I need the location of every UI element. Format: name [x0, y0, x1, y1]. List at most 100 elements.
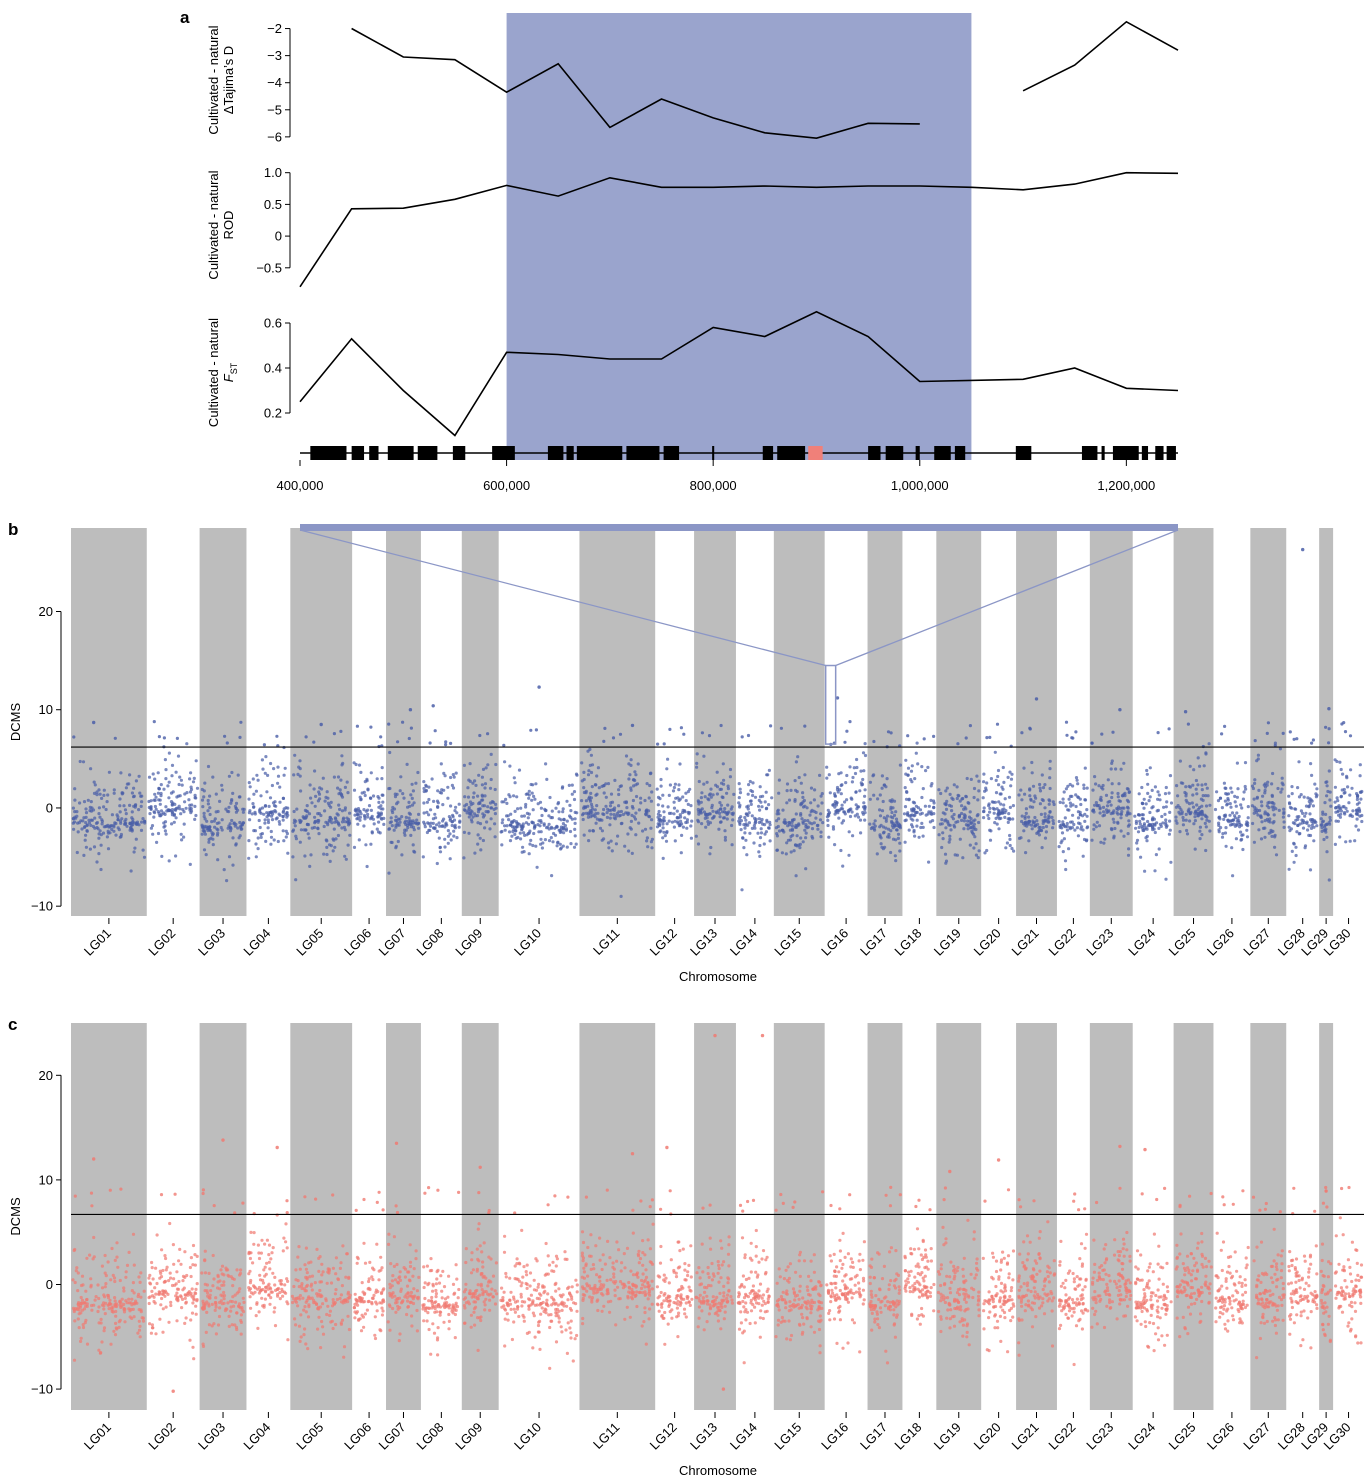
data-point: [223, 734, 227, 738]
data-point: [1325, 850, 1329, 854]
data-point: [529, 782, 533, 787]
data-point: [437, 1281, 442, 1285]
data-point: [646, 845, 650, 849]
data-point: [314, 794, 318, 799]
data-point: [274, 810, 278, 814]
data-point: [175, 795, 179, 799]
data-point: [915, 824, 919, 828]
data-point: [1168, 774, 1173, 778]
data-point: [1090, 838, 1094, 842]
gene-block: [1015, 446, 1032, 460]
data-point: [362, 1325, 366, 1329]
y-tick-label: 10: [39, 702, 53, 717]
data-point: [308, 1275, 312, 1279]
data-point: [629, 819, 634, 824]
data-point: [569, 1336, 573, 1340]
data-point: [370, 814, 374, 819]
data-point: [1204, 848, 1208, 853]
data-point: [1064, 720, 1069, 724]
data-point: [726, 803, 730, 807]
data-point: [1110, 795, 1114, 800]
data-point: [1011, 804, 1016, 808]
data-point: [95, 793, 99, 797]
data-point: [435, 1270, 439, 1274]
data-point: [589, 802, 594, 807]
data-point: [1160, 814, 1164, 819]
data-point: [512, 825, 516, 829]
data-point: [444, 1303, 448, 1307]
data-point: [973, 818, 977, 822]
data-point: [260, 1296, 264, 1300]
data-point: [630, 851, 634, 856]
data-point: [248, 785, 252, 789]
data-point: [278, 1290, 282, 1295]
data-point: [740, 735, 744, 739]
data-point: [450, 783, 454, 788]
data-point: [263, 1265, 267, 1269]
data-point: [721, 762, 725, 766]
data-point: [1263, 826, 1267, 830]
data-point: [1144, 802, 1148, 806]
data-point: [1141, 817, 1145, 821]
data-point: [474, 1305, 478, 1309]
data-point: [1338, 815, 1342, 819]
data-point: [744, 838, 748, 842]
data-point: [150, 1289, 154, 1293]
data-point: [1020, 798, 1024, 802]
data-point: [147, 775, 152, 779]
data-point: [1059, 841, 1063, 845]
data-point: [1226, 818, 1230, 822]
data-point: [548, 1366, 552, 1370]
data-point: [477, 1259, 481, 1263]
data-point: [1185, 832, 1190, 836]
data-point: [544, 1241, 548, 1246]
data-point: [573, 821, 577, 826]
data-point: [247, 781, 251, 785]
data-point: [490, 1287, 494, 1291]
data-point: [545, 1298, 549, 1302]
data-point: [449, 804, 453, 808]
data-point: [1229, 805, 1233, 809]
data-point: [120, 792, 124, 796]
data-point: [853, 771, 858, 776]
data-point: [563, 1250, 567, 1254]
data-point: [842, 810, 847, 814]
data-point: [429, 808, 433, 812]
data-point: [820, 792, 824, 796]
data-point: [73, 787, 77, 791]
data-point: [363, 1312, 367, 1316]
data-point: [550, 874, 554, 878]
data-point: [222, 1290, 226, 1295]
data-point: [340, 763, 344, 767]
data-point: [280, 1287, 284, 1291]
data-point: [805, 806, 809, 810]
data-point: [759, 827, 763, 831]
data-point: [1229, 786, 1233, 790]
data-point: [1245, 820, 1249, 824]
data-point: [1215, 790, 1219, 794]
data-point: [1271, 808, 1275, 812]
data-point: [569, 809, 573, 813]
data-point: [700, 731, 705, 735]
data-point: [239, 1318, 243, 1323]
data-point: [338, 788, 342, 792]
data-point: [1126, 800, 1131, 804]
data-point: [519, 837, 523, 841]
data-point: [1250, 784, 1255, 788]
data-point: [1265, 804, 1269, 808]
data-point: [962, 827, 966, 831]
chromosome-band: [773, 528, 825, 916]
data-point: [495, 1292, 499, 1296]
data-point: [236, 826, 240, 830]
data-point: [416, 821, 421, 825]
data-point: [1282, 807, 1286, 811]
data-point: [362, 1197, 366, 1202]
data-point: [1195, 792, 1199, 796]
data-point: [680, 833, 684, 838]
data-point: [251, 777, 255, 781]
data-point: [1101, 787, 1105, 791]
data-point: [722, 782, 726, 786]
data-point: [958, 799, 962, 803]
data-point: [677, 788, 681, 792]
data-point: [1233, 814, 1237, 818]
